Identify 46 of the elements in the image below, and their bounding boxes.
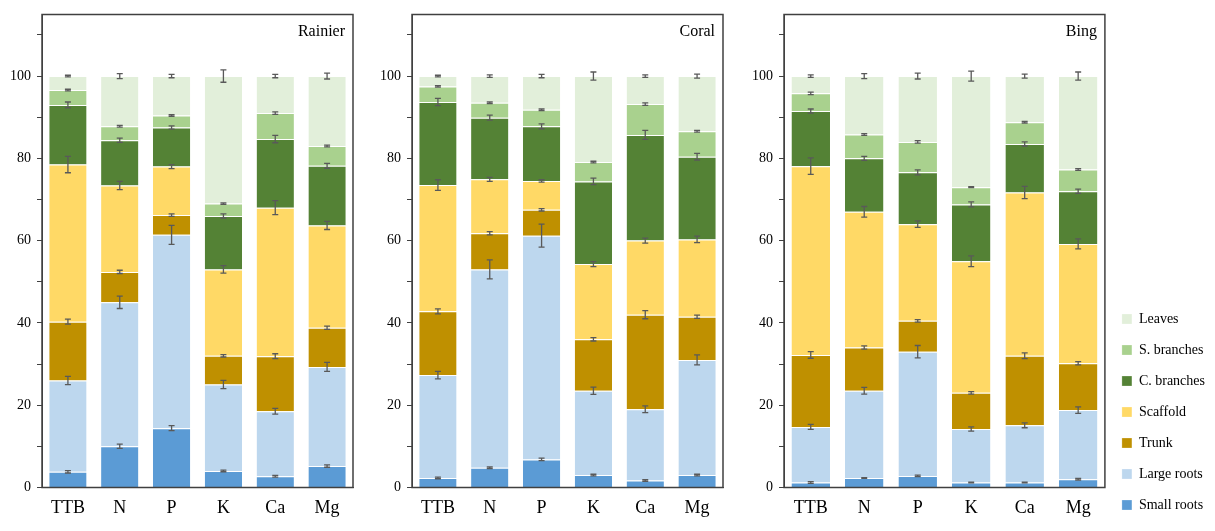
chart-title: Bing: [1065, 21, 1097, 40]
chart-title: Rainier: [297, 21, 346, 39]
x-tick-label: TTB: [420, 496, 455, 517]
x-tick-label: K: [586, 496, 600, 517]
legend-label: Leaves: [1138, 310, 1179, 326]
y-tick-label: 40: [387, 314, 401, 330]
legend-label: Scaffold: [1138, 403, 1187, 419]
x-tick-label: Mg: [314, 496, 340, 517]
x-tick-label: P: [536, 496, 547, 517]
y-tick-label: 100: [10, 67, 31, 83]
y-tick-label: 80: [387, 150, 401, 166]
x-tick-label: Ca: [635, 496, 656, 517]
x-tick-label: N: [113, 496, 127, 517]
x-tick-label: Ca: [1014, 496, 1035, 517]
x-tick-label: P: [912, 496, 923, 517]
x-tick-label: N: [483, 496, 497, 517]
y-tick-label: 40: [759, 314, 773, 330]
x-tick-label: Mg: [1065, 496, 1091, 517]
legend-label: Trunk: [1138, 434, 1173, 450]
y-tick-label: 20: [17, 396, 31, 412]
y-tick-label: 80: [17, 150, 31, 166]
legend-label: Large roots: [1138, 465, 1203, 481]
y-tick-label: 20: [759, 396, 773, 412]
y-tick-label: 0: [766, 479, 773, 495]
x-tick-label: K: [964, 496, 978, 517]
y-tick-label: 20: [387, 396, 401, 412]
legend-label: C. branches: [1138, 372, 1205, 388]
x-tick-label: Mg: [684, 496, 710, 517]
y-tick-label: 100: [752, 67, 773, 83]
x-tick-label: TTB: [793, 496, 828, 517]
y-tick-label: 0: [394, 479, 401, 495]
chart-title: Coral: [679, 21, 716, 39]
legend-label: Small roots: [1138, 496, 1204, 512]
y-tick-label: 100: [380, 67, 401, 83]
y-tick-label: 60: [17, 232, 31, 248]
y-tick-label: 80: [759, 150, 773, 166]
y-tick-label: 60: [387, 232, 401, 248]
x-tick-label: Ca: [265, 496, 286, 517]
x-tick-label: K: [216, 496, 230, 517]
x-tick-label: TTB: [50, 496, 85, 517]
x-tick-label: P: [166, 496, 177, 517]
y-tick-label: 40: [17, 314, 31, 330]
x-tick-label: N: [857, 496, 871, 517]
legend-label: S. branches: [1138, 341, 1204, 357]
y-tick-label: 60: [759, 232, 773, 248]
y-tick-label: 0: [24, 479, 31, 495]
